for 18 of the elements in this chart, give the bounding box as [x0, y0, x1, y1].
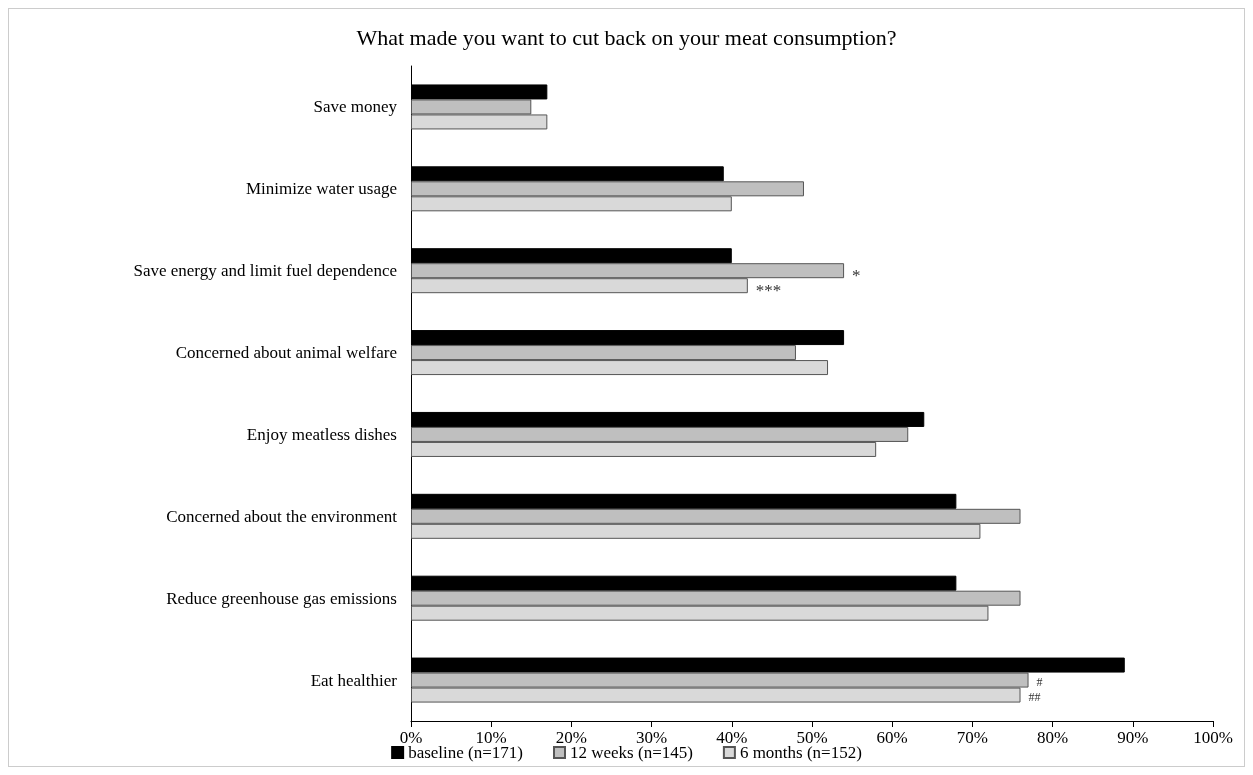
- annotation: #: [1036, 675, 1043, 690]
- x-tick-label: 60%: [876, 728, 908, 747]
- y-tick-label: Save money: [313, 97, 398, 117]
- chart-title: What made you want to cut back on your meat consumption?: [356, 24, 897, 50]
- x-tick-label: 90%: [1117, 728, 1149, 747]
- x-tick-label: 70%: [956, 728, 988, 747]
- y-tick-label: Reduce greenhouse gas emissions: [166, 588, 397, 608]
- annotation: ***: [755, 281, 782, 301]
- annotation: *: [852, 266, 861, 286]
- y-tick-label: Concerned about the environment: [166, 506, 398, 526]
- y-tick-label: Eat healthier: [310, 670, 398, 690]
- y-tick-label: Minimize water usage: [245, 179, 397, 199]
- x-tick-label: 80%: [1037, 728, 1069, 747]
- x-tick-label: 100%: [1193, 728, 1233, 747]
- annotation: ##: [1028, 690, 1041, 705]
- y-tick-label: Enjoy meatless dishes: [246, 424, 397, 444]
- y-tick-label: Save energy and limit fuel dependence: [133, 261, 397, 281]
- y-tick-label: Concerned about animal welfare: [175, 343, 397, 363]
